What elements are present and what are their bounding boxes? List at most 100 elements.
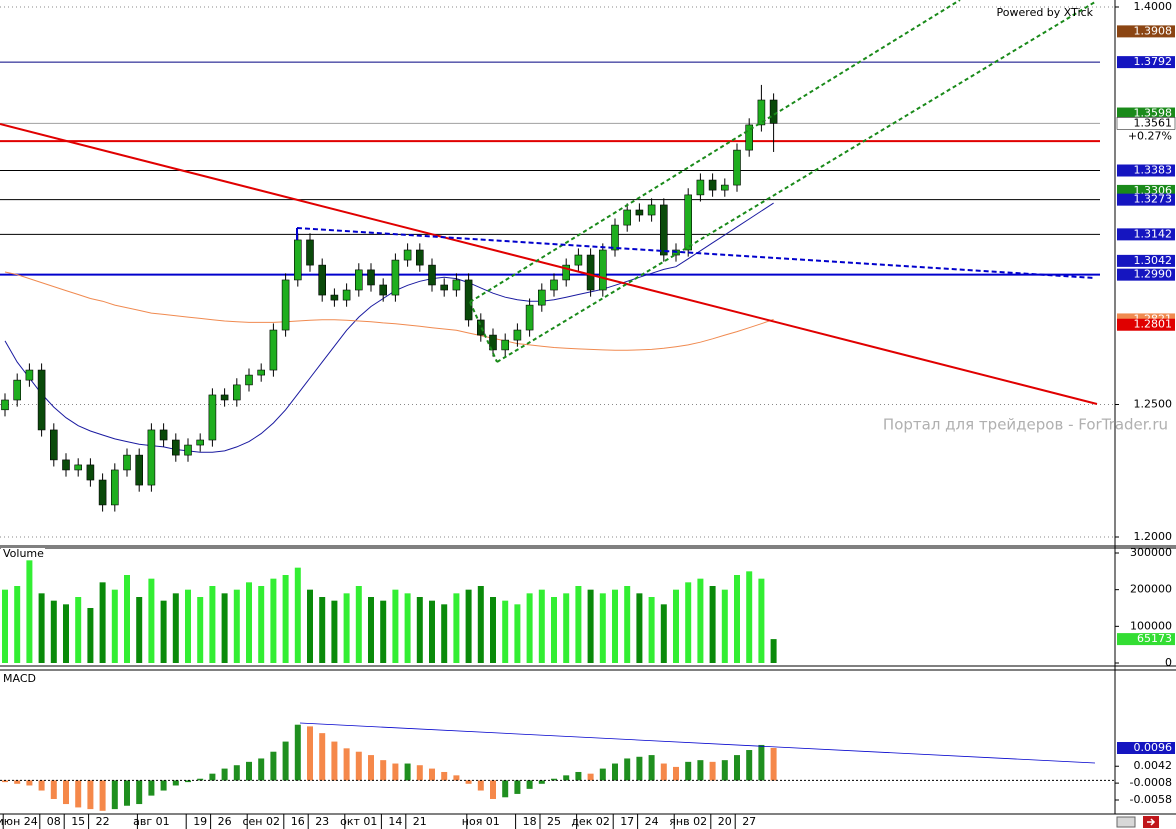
bar: [380, 600, 387, 663]
bar: [185, 780, 191, 783]
macd-trend-line: [299, 722, 1096, 764]
candle-body: [318, 264, 327, 296]
y-tick-label: 100000: [1130, 619, 1172, 632]
bar: [490, 780, 496, 799]
candle-body: [196, 439, 204, 446]
x-tick-label: окт 01: [340, 815, 377, 828]
x-tick-label: авг 01: [133, 815, 170, 828]
bar: [477, 586, 484, 663]
bar: [368, 755, 374, 781]
x-tick-label: 19: [193, 815, 207, 828]
price-marker: [1117, 742, 1175, 754]
bar: [599, 768, 606, 781]
bar: [477, 780, 484, 791]
bar: [416, 597, 423, 663]
bar: [197, 597, 204, 663]
toolbar-icon[interactable]: [1116, 816, 1136, 828]
price-marker: [1117, 318, 1175, 331]
price-marker: [1117, 228, 1175, 241]
bar: [404, 593, 411, 663]
bar: [307, 589, 313, 663]
bar: [612, 763, 618, 781]
candle-body: [684, 194, 693, 251]
candle-body: [111, 469, 119, 506]
y-tick-label: 1.4000: [1134, 0, 1173, 13]
bar: [307, 726, 313, 781]
candle-body: [379, 284, 388, 296]
bar: [685, 582, 692, 663]
bar: [514, 604, 521, 663]
bar: [709, 586, 716, 663]
bar: [453, 593, 460, 663]
bar: [14, 780, 21, 784]
bar: [26, 780, 33, 786]
bar: [697, 578, 704, 663]
bar: [124, 780, 130, 806]
bar: [368, 597, 374, 663]
bar: [282, 741, 289, 781]
y-tick-label: 0: [1165, 656, 1172, 669]
channel-line: [469, 0, 961, 303]
candle-body: [464, 279, 473, 321]
bar: [551, 778, 557, 781]
bar: [136, 597, 143, 663]
x-tick-label: 08: [47, 815, 61, 828]
candle-body: [306, 239, 314, 266]
x-tick-label: 17: [620, 815, 634, 828]
bar: [465, 589, 472, 663]
bar: [538, 780, 545, 784]
bar: [526, 593, 533, 663]
bar: [746, 750, 753, 781]
bar: [734, 755, 740, 781]
bar: [246, 582, 252, 663]
x-tick-label: 15: [71, 815, 85, 828]
bar: [75, 597, 82, 663]
bar: [38, 780, 45, 791]
bar: [87, 780, 94, 810]
candle-body: [574, 254, 583, 266]
price-marker: [1117, 164, 1175, 177]
bar: [111, 589, 118, 663]
bar: [319, 597, 326, 663]
x-tick-label: 18: [523, 815, 537, 828]
bar: [563, 775, 570, 781]
bar: [221, 768, 228, 781]
bar: [2, 589, 8, 663]
watermark: Портал для трейдеров - ForTrader.ru: [883, 416, 1168, 434]
price-marker: [1117, 25, 1175, 38]
candle-body: [708, 179, 717, 191]
y-tick-label: 1.2000: [1134, 530, 1173, 543]
candle-body: [354, 269, 363, 291]
bar: [685, 761, 692, 781]
bar: [770, 748, 777, 781]
y-tick-label: -0.0058: [1130, 793, 1172, 806]
bar: [294, 567, 301, 663]
candle-body: [208, 394, 217, 441]
candle-body: [269, 329, 278, 371]
candle-body: [1, 399, 9, 411]
bar: [160, 600, 167, 663]
bar: [526, 780, 533, 789]
bar: [209, 586, 216, 663]
bar: [465, 780, 472, 784]
bar: [75, 780, 82, 808]
bar: [404, 763, 411, 781]
channel-line: [469, 301, 498, 363]
bar: [136, 780, 143, 805]
bar: [63, 604, 69, 663]
bar: [270, 578, 277, 663]
x-tick-label: 16: [291, 815, 305, 828]
candle-body: [367, 269, 375, 286]
bar: [758, 578, 765, 663]
bar: [453, 775, 460, 781]
price-marker: [1117, 107, 1175, 120]
bar: [38, 593, 45, 663]
x-tick-label: 22: [96, 815, 110, 828]
panel-title: Volume: [3, 547, 44, 560]
bar: [111, 780, 118, 810]
x-tick-label: 26: [218, 815, 232, 828]
price-marker: [1116, 117, 1176, 130]
panel-title-bg: [1, 548, 45, 560]
y-tick-label: 200000: [1130, 583, 1172, 596]
